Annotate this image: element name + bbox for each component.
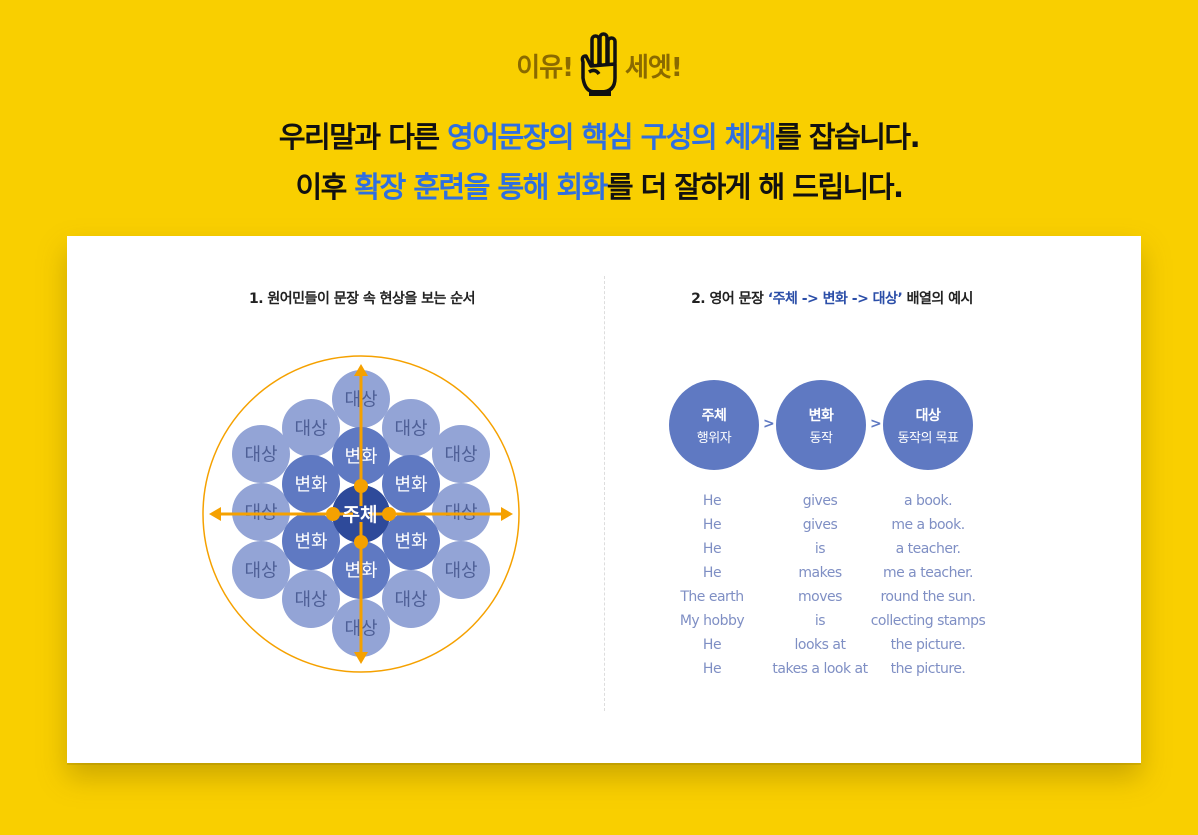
object-bubble <box>232 425 290 483</box>
change-column: gives gives is makes moves is looks at takes a … <box>755 489 885 681</box>
example-cell: gives <box>802 493 838 509</box>
header-title: 주체 <box>701 407 727 424</box>
change-bubble <box>282 455 340 513</box>
arrow-down-icon <box>354 652 368 664</box>
three-fingers-hand-icon <box>580 32 617 96</box>
example-cell: me a book. <box>891 517 965 533</box>
example-cell: me a teacher. <box>882 565 974 581</box>
object-bubble <box>282 570 340 628</box>
right-section-title: 2. 영어 문장 ‘주체 -> 변화 -> 대상’ 배열의 예시 <box>607 288 1057 308</box>
header-subtitle: 동작의 목표 <box>897 430 959 446</box>
badge-right-text: 세엣! <box>625 52 683 83</box>
example-cell: takes a look at <box>772 661 868 677</box>
example-cell: looks at <box>794 637 846 653</box>
example-cell: He <box>702 541 722 557</box>
perception-order-diagram: 대상대상대상대상대상대상대상대상대상대상대상대상변화변화변화변화변화변화주체 <box>202 355 520 673</box>
example-cell: The earth <box>680 589 744 605</box>
subject-bubble-label: 주체 <box>343 504 378 526</box>
object-bubble <box>382 570 440 628</box>
subject-bubble <box>332 485 390 543</box>
explanation-card: 1. 원어민들이 문장 속 현상을 보는 순서 2. 영어 문장 ‘주체 -> … <box>67 236 1141 763</box>
change-bubble <box>282 512 340 570</box>
object-bubble-label: 대상 <box>394 589 427 610</box>
example-cell: He <box>702 637 722 653</box>
example-cell: a teacher. <box>895 541 961 557</box>
example-cell: is <box>814 541 826 557</box>
object-bubble-label: 대상 <box>294 589 327 610</box>
example-cell: the picture. <box>890 637 966 653</box>
arrow-origin-dot <box>354 535 368 549</box>
header-circle-object: 대상 동작의 목표 <box>883 380 973 470</box>
object-bubble <box>282 399 340 457</box>
left-section-title: 1. 원어민들이 문장 속 현상을 보는 순서 <box>248 291 476 307</box>
change-bubble-label: 변화 <box>394 531 427 552</box>
reason-three-badge: 이유! 세엣! <box>0 30 1198 100</box>
right-title-highlight: ‘주체 -> 변화 -> 대상’ <box>767 291 903 307</box>
header-subtitle: 행위자 <box>696 430 732 446</box>
header-circle-change: 변화 동작 <box>776 380 866 470</box>
headline-highlight: 영어문장의 핵심 구성의 체계 <box>447 120 776 154</box>
object-bubble-label: 대상 <box>244 444 277 465</box>
headline-text: 를 잡습니다. <box>775 120 921 154</box>
example-cell: makes <box>798 565 842 581</box>
headline-line-1: 우리말과 다른 영어문장의 핵심 구성의 체계를 잡습니다. <box>0 114 1198 156</box>
object-bubble <box>432 483 490 541</box>
object-bubble-label: 대상 <box>444 444 477 465</box>
headline-text: 우리말과 다른 <box>278 120 448 154</box>
subject-column: He He He He The earth My hobby He He <box>647 489 777 681</box>
header-subtitle: 동작 <box>809 430 833 446</box>
object-bubble <box>232 483 290 541</box>
change-bubble <box>382 455 440 513</box>
change-bubble-label: 변화 <box>294 474 327 495</box>
chevron-right-icon: > <box>763 416 775 432</box>
example-cell: He <box>702 661 722 677</box>
object-bubble-label: 대상 <box>244 560 277 581</box>
example-cell: He <box>702 493 722 509</box>
headline-line-2: 이후 확장 훈련을 통해 회화를 더 잘하게 해 드립니다. <box>0 164 1198 206</box>
headline-text: 를 더 잘하게 해 드립니다. <box>606 170 904 204</box>
right-title-suffix: 배열의 예시 <box>902 291 974 307</box>
example-cell: collecting stamps <box>870 613 986 629</box>
header-title: 대상 <box>915 407 941 424</box>
section-divider <box>604 276 605 711</box>
chevron-right-icon: > <box>870 416 882 432</box>
change-bubble-label: 변화 <box>294 531 327 552</box>
example-cell: My hobby <box>679 613 745 629</box>
example-cell: He <box>702 565 722 581</box>
object-bubble <box>382 399 440 457</box>
change-bubble-label: 변화 <box>394 474 427 495</box>
badge-left-text: 이유! <box>516 52 574 83</box>
object-bubble-label: 대상 <box>394 418 427 439</box>
arrow-up-icon <box>354 364 368 376</box>
object-bubble-label: 대상 <box>294 418 327 439</box>
headline-text: 이후 <box>295 170 355 204</box>
object-bubble <box>432 425 490 483</box>
arrow-origin-dot <box>382 507 396 521</box>
example-cell: round the sun. <box>880 589 976 605</box>
arrow-origin-dot <box>326 507 340 521</box>
right-title-prefix: 2. 영어 문장 <box>691 291 768 307</box>
example-cell: is <box>814 613 826 629</box>
example-cell: a book. <box>903 493 953 509</box>
example-cell: He <box>702 517 722 533</box>
headline-highlight: 확장 훈련을 통해 회화 <box>354 170 608 204</box>
header-circle-subject: 주체 행위자 <box>669 380 759 470</box>
example-cell: moves <box>798 589 842 605</box>
arrow-left-icon <box>209 507 221 521</box>
object-bubble <box>432 541 490 599</box>
arrow-right-icon <box>501 507 513 521</box>
change-bubble <box>382 512 440 570</box>
object-bubble <box>232 541 290 599</box>
object-bubble-label: 대상 <box>444 560 477 581</box>
header-title: 변화 <box>808 407 834 424</box>
example-cell: the picture. <box>890 661 966 677</box>
object-column: a book. me a book. a teacher. me a teacher.… <box>863 489 993 681</box>
example-cell: gives <box>802 517 838 533</box>
arrow-origin-dot <box>354 479 368 493</box>
